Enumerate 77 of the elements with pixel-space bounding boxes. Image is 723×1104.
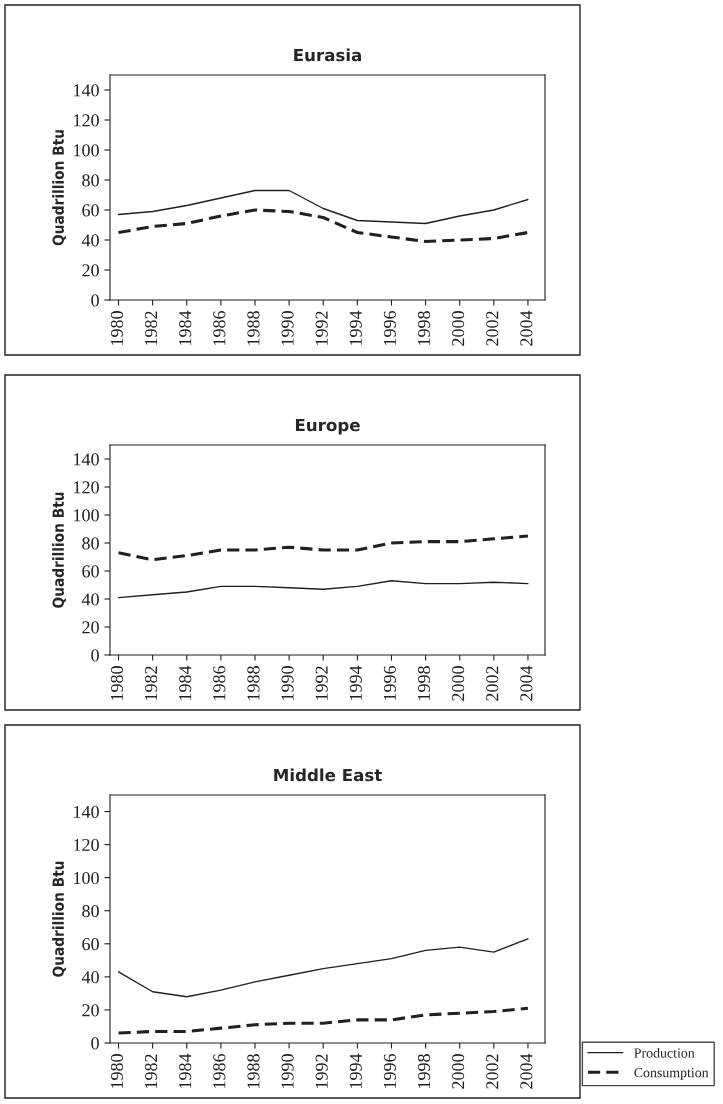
y-tick-label: 20 [82, 264, 99, 277]
y-tick-label: 40 [81, 971, 99, 984]
y-tick-label: 60 [82, 204, 99, 217]
y-tick-label: 20 [82, 621, 99, 634]
x-tick-label: 1996 [383, 310, 396, 345]
x-tick-label: 1980 [110, 666, 124, 700]
y-tick-label: 40 [81, 234, 99, 247]
line-series [117, 208, 530, 244]
line-series [117, 1006, 530, 1035]
y-tick-label: 80 [82, 904, 99, 918]
x-tick-label: 1988 [247, 1054, 260, 1088]
line-series [117, 580, 529, 599]
x-tick-label: 1990 [281, 311, 294, 345]
x-tick-label: 2002 [486, 1054, 499, 1089]
y-axis-title: Quadrillion Btu [52, 861, 66, 977]
y-tick-label: 120 [74, 481, 99, 494]
y-tick-label: 60 [82, 938, 99, 951]
x-tick-label: 2004 [520, 665, 533, 701]
x-tick-label: 2004 [520, 310, 533, 346]
y-tick-label: 0 [91, 294, 99, 307]
x-tick-label: 1984 [179, 310, 192, 345]
y-tick-label: 140 [74, 805, 99, 818]
x-tick-label: 1992 [315, 1054, 328, 1088]
y-tick-label: 100 [74, 509, 99, 522]
chart-title: Eurasia [294, 48, 361, 62]
chart-title: Europe [295, 418, 360, 435]
x-tick-label: 2000 [452, 666, 465, 701]
y-tick-label: 120 [74, 838, 99, 852]
x-tick-label: 2002 [486, 666, 499, 701]
x-tick-label: 1982 [144, 666, 158, 700]
x-tick-label: 1984 [179, 665, 192, 700]
y-tick-label: 140 [74, 453, 99, 466]
x-tick-label: 1994 [349, 1053, 362, 1088]
y-tick-label: 120 [74, 114, 99, 127]
y-tick-label: 0 [91, 649, 99, 662]
x-tick-label: 1982 [144, 1054, 158, 1088]
x-tick-label: 1992 [315, 311, 328, 345]
line-series [117, 189, 529, 225]
y-tick-label: 80 [82, 174, 99, 187]
x-tick-label: 1984 [179, 1053, 192, 1088]
x-tick-label: 1986 [213, 310, 226, 345]
x-tick-label: 1994 [349, 310, 362, 345]
x-tick-label: 2000 [452, 1054, 465, 1089]
x-tick-label: 1990 [281, 1054, 294, 1088]
y-axis-title: Quadrillion Btu [52, 130, 66, 246]
x-tick-label: 2000 [452, 311, 465, 346]
y-tick-label: 60 [82, 565, 99, 578]
line-series [117, 938, 529, 998]
x-tick-label: 2004 [520, 1053, 533, 1089]
x-tick-label: 1980 [110, 1054, 124, 1088]
legend-label: Consumption [634, 1067, 709, 1081]
x-tick-label: 1994 [349, 665, 362, 700]
x-tick-label: 1998 [417, 311, 431, 345]
x-tick-label: 1982 [144, 311, 158, 345]
y-tick-label: 100 [74, 144, 99, 157]
y-tick-label: 100 [74, 871, 99, 885]
y-axis-title: Quadrillion Btu [52, 492, 66, 608]
y-tick-label: 20 [82, 1004, 99, 1017]
y-tick-label: 40 [81, 593, 99, 606]
x-tick-label: 1996 [383, 1053, 396, 1088]
x-tick-label: 1998 [417, 666, 431, 700]
x-tick-label: 1998 [417, 1054, 431, 1088]
y-tick-label: 140 [74, 84, 99, 97]
chart-title: Middle East [274, 768, 382, 782]
legend-label: Production [634, 1047, 695, 1058]
y-tick-label: 0 [91, 1037, 99, 1050]
x-tick-label: 2002 [486, 311, 499, 346]
x-tick-label: 1996 [383, 665, 396, 700]
x-tick-label: 1986 [213, 665, 226, 700]
y-tick-label: 80 [82, 537, 99, 550]
x-tick-label: 1988 [247, 666, 260, 700]
x-tick-label: 1980 [110, 311, 124, 345]
x-tick-label: 1988 [247, 311, 260, 345]
line-series [117, 534, 530, 562]
x-tick-label: 1986 [213, 1053, 226, 1088]
x-tick-label: 1992 [315, 666, 328, 700]
x-tick-label: 1990 [281, 666, 294, 700]
